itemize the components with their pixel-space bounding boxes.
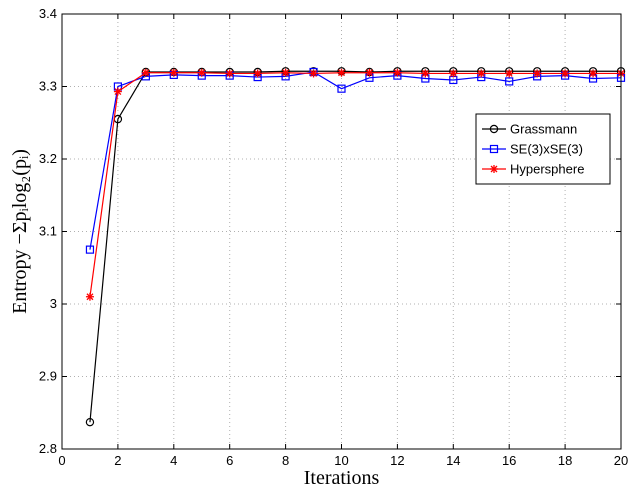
- star-marker: [533, 69, 542, 78]
- star-marker: [449, 69, 458, 78]
- x-tick-label: 4: [170, 453, 177, 468]
- x-tick-label: 0: [58, 453, 65, 468]
- legend-entry: Hypersphere: [482, 162, 584, 177]
- star-marker: [477, 69, 486, 78]
- legend-entry: SE(3)xSE(3): [482, 142, 583, 157]
- ticks: 0 2 4 6 8 10 12 14 16 18 20 2.8 2.9 3 3.1 3.2 3.3 3.4: [39, 6, 628, 468]
- circle-marker: [489, 124, 499, 134]
- x-tick-label: 10: [334, 453, 348, 468]
- y-axis-label: Entropy −Σpᵢlog₂(pᵢ): [9, 149, 31, 314]
- star-marker: [253, 69, 262, 78]
- star-marker: [365, 68, 374, 77]
- star-marker: [393, 68, 402, 77]
- star-marker: [225, 69, 234, 78]
- star-marker: [169, 68, 178, 77]
- x-tick-label: 12: [390, 453, 404, 468]
- star-marker: [561, 69, 570, 78]
- y-tick-label: 3.3: [39, 79, 57, 94]
- x-tick-label: 18: [558, 453, 572, 468]
- y-tick-label: 2.9: [39, 369, 57, 384]
- legend-entry: Grassmann: [482, 122, 577, 137]
- y-tick-label: 3.1: [39, 224, 57, 239]
- series-line: [89, 70, 621, 423]
- x-axis-label: Iterations: [304, 467, 380, 487]
- star-marker: [197, 68, 206, 77]
- star-marker: [337, 68, 346, 77]
- legend-label: SE(3)xSE(3): [510, 142, 583, 157]
- star-marker: [85, 292, 94, 301]
- y-tick-label: 2.8: [39, 441, 57, 456]
- legend-label: Hypersphere: [510, 162, 584, 177]
- square-marker: [337, 84, 346, 93]
- star-marker: [113, 87, 122, 96]
- x-tick-label: 6: [226, 453, 233, 468]
- circle-marker: [85, 417, 95, 427]
- star-marker: [281, 68, 290, 77]
- legend-label: Grassmann: [510, 122, 577, 137]
- star-marker: [309, 69, 318, 78]
- legend: Grassmann SE(3)xSE(3) Hypersphere: [475, 113, 611, 185]
- star-marker: [490, 165, 498, 173]
- y-tick-label: 3.2: [39, 151, 57, 166]
- x-tick-label: 8: [282, 453, 289, 468]
- x-tick-label: 2: [114, 453, 121, 468]
- star-marker: [141, 68, 150, 77]
- x-tick-label: 14: [446, 453, 460, 468]
- x-tick-label: 16: [502, 453, 516, 468]
- y-tick-label: 3: [50, 296, 57, 311]
- series-layer: [85, 67, 626, 427]
- square-marker: [489, 144, 499, 154]
- y-tick-label: 3.4: [39, 6, 57, 21]
- x-tick-label: 20: [614, 453, 628, 468]
- star-marker: [505, 69, 514, 78]
- series-line: [89, 71, 622, 250]
- star-marker: [421, 69, 430, 78]
- square-marker: [505, 77, 514, 86]
- square-marker: [85, 245, 95, 254]
- star-marker: [589, 69, 598, 78]
- series-line: [89, 72, 621, 297]
